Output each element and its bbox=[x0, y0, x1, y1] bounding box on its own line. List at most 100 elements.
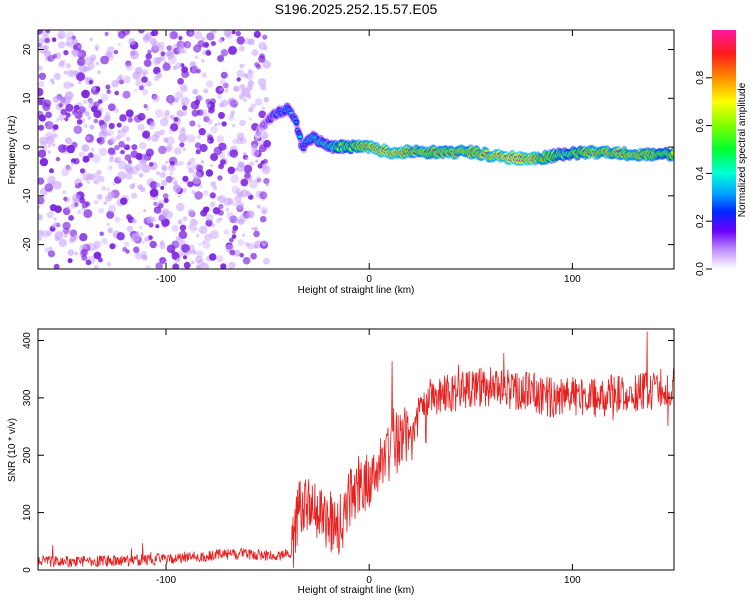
noise-point bbox=[159, 256, 167, 264]
noise-point bbox=[218, 195, 226, 204]
noise-point bbox=[159, 129, 166, 136]
noise-point bbox=[154, 56, 162, 64]
noise-point bbox=[131, 192, 138, 199]
noise-point bbox=[139, 85, 144, 91]
noise-point bbox=[96, 169, 102, 175]
noise-point bbox=[38, 177, 45, 185]
colorbar-tick-label: 0.4 bbox=[695, 166, 706, 180]
noise-point bbox=[178, 133, 188, 143]
noise-point bbox=[159, 243, 166, 250]
noise-point bbox=[182, 175, 189, 182]
noise-point bbox=[73, 197, 80, 205]
noise-point bbox=[155, 262, 163, 269]
noise-point bbox=[239, 213, 248, 222]
noise-point bbox=[77, 210, 82, 214]
noise-point bbox=[131, 218, 137, 224]
noise-point bbox=[125, 109, 134, 118]
noise-point bbox=[163, 137, 169, 143]
noise-point bbox=[204, 42, 209, 47]
noise-point bbox=[223, 82, 229, 89]
noise-point bbox=[78, 182, 83, 187]
noise-point bbox=[165, 175, 173, 183]
noise-point bbox=[190, 260, 195, 265]
noise-point bbox=[173, 97, 179, 103]
noise-point bbox=[71, 38, 78, 46]
noise-point bbox=[183, 255, 187, 260]
noise-point bbox=[162, 166, 167, 172]
noise-point bbox=[98, 147, 108, 157]
noise-point bbox=[39, 136, 48, 145]
noise-point bbox=[196, 250, 204, 258]
noise-point bbox=[181, 244, 191, 253]
noise-point bbox=[116, 122, 122, 128]
noise-point bbox=[195, 67, 199, 71]
noise-point bbox=[38, 196, 45, 205]
noise-point bbox=[210, 153, 219, 162]
noise-point bbox=[263, 139, 271, 148]
noise-point bbox=[128, 38, 136, 46]
noise-point bbox=[47, 144, 52, 148]
noise-point bbox=[107, 132, 111, 136]
noise-point bbox=[169, 172, 173, 176]
noise-point bbox=[125, 63, 133, 71]
noise-point bbox=[117, 129, 121, 134]
noise-point bbox=[235, 201, 245, 210]
colorbar-gradient bbox=[712, 30, 736, 269]
noise-point bbox=[201, 72, 207, 78]
noise-point bbox=[198, 128, 206, 136]
noise-point bbox=[239, 252, 244, 258]
noise-point bbox=[233, 217, 241, 224]
noise-point bbox=[210, 126, 218, 134]
noise-point bbox=[218, 111, 225, 119]
noise-point bbox=[100, 93, 109, 102]
noise-point bbox=[135, 79, 144, 87]
noise-point bbox=[181, 66, 189, 74]
noise-point bbox=[93, 118, 99, 124]
noise-point bbox=[156, 182, 161, 188]
noise-point bbox=[38, 98, 44, 106]
noise-point bbox=[175, 236, 181, 242]
noise-point bbox=[82, 155, 90, 163]
noise-point bbox=[159, 171, 166, 179]
spectrogram-frame bbox=[37, 29, 675, 270]
noise-point bbox=[149, 121, 156, 128]
noise-point bbox=[210, 30, 217, 34]
noise-point bbox=[78, 80, 82, 85]
noise-point bbox=[164, 109, 170, 116]
noise-point bbox=[84, 111, 90, 117]
spectrogram-signal-layer bbox=[254, 102, 674, 167]
noise-point bbox=[244, 172, 251, 179]
noise-point bbox=[163, 197, 169, 203]
noise-point bbox=[169, 114, 175, 120]
y-tick-label: 200 bbox=[22, 446, 33, 463]
noise-point bbox=[239, 84, 246, 90]
noise-point bbox=[231, 30, 236, 35]
noise-point bbox=[194, 55, 199, 60]
noise-point bbox=[78, 106, 86, 114]
y-tick-label: 300 bbox=[22, 389, 33, 406]
noise-point bbox=[186, 134, 196, 143]
noise-point bbox=[200, 209, 208, 217]
noise-point bbox=[58, 238, 67, 247]
noise-point bbox=[205, 213, 214, 222]
noise-point bbox=[178, 230, 188, 240]
noise-point bbox=[74, 202, 79, 207]
noise-point bbox=[191, 109, 199, 117]
noise-point bbox=[243, 73, 249, 79]
noise-point bbox=[190, 61, 197, 68]
noise-point bbox=[236, 77, 241, 82]
noise-point bbox=[38, 72, 47, 81]
noise-point bbox=[101, 238, 108, 245]
noise-point bbox=[210, 30, 218, 34]
noise-point bbox=[186, 162, 194, 171]
noise-point bbox=[242, 152, 247, 156]
noise-point bbox=[237, 218, 245, 225]
noise-point bbox=[54, 236, 60, 242]
noise-point bbox=[142, 72, 146, 76]
noise-point bbox=[162, 62, 171, 71]
noise-point bbox=[55, 118, 60, 122]
noise-point bbox=[44, 37, 50, 44]
noise-point bbox=[209, 192, 216, 199]
noise-point bbox=[186, 161, 192, 166]
